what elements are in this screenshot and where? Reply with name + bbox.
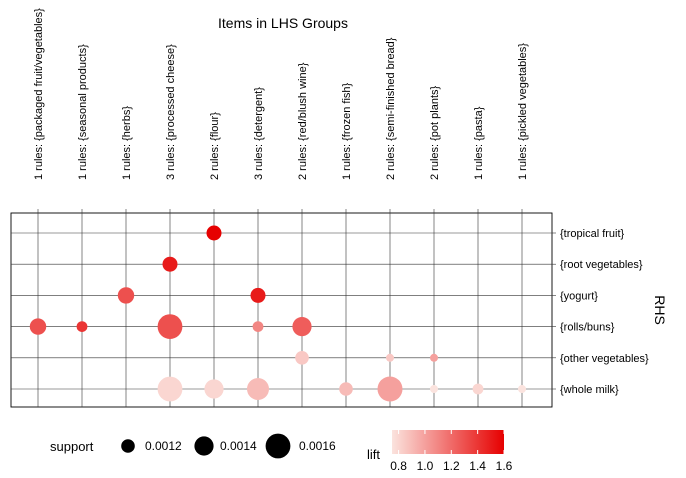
lift-tick-label: 1.2 xyxy=(443,459,460,473)
support-legend-key xyxy=(194,436,214,456)
data-point xyxy=(518,385,526,393)
column-label: 1 rules: {pasta} xyxy=(473,106,485,180)
data-point xyxy=(117,287,135,304)
chart-title: Items in LHS Groups xyxy=(218,15,348,31)
data-point xyxy=(292,317,312,337)
lift-legend-title: lift xyxy=(367,447,380,462)
data-point xyxy=(250,287,266,303)
lift-tick-label: 0.8 xyxy=(390,459,407,473)
column-label: 3 rules: {processed cheese} xyxy=(165,44,177,180)
data-point xyxy=(472,383,484,395)
row-label: {whole milk} xyxy=(560,384,619,396)
column-label: 3 rules: {detergent} xyxy=(253,87,265,180)
column-label: 1 rules: {seasonal products} xyxy=(77,44,89,180)
plot-panel xyxy=(10,212,553,408)
lift-tick-label: 1.6 xyxy=(496,459,513,473)
data-point xyxy=(204,379,224,399)
column-label: 1 rules: {herbs} xyxy=(121,106,133,180)
data-point xyxy=(162,256,178,272)
data-point xyxy=(76,321,88,332)
column-label: 2 rules: {pot plants} xyxy=(429,85,441,180)
column-label: 2 rules: {flour} xyxy=(209,112,221,180)
column-label: 2 rules: {semi-finished bread} xyxy=(385,37,397,180)
data-point xyxy=(430,353,438,362)
support-legend-key xyxy=(265,433,291,459)
data-point xyxy=(157,376,183,402)
row-label: {other vegetables} xyxy=(560,353,649,365)
data-point xyxy=(430,385,438,393)
row-label: {yogurt} xyxy=(560,290,598,302)
column-label: 2 rules: {red/blush wine} xyxy=(297,62,309,180)
data-point xyxy=(157,314,183,339)
lift-tick-label: 1.4 xyxy=(469,459,486,473)
row-label: {tropical fruit} xyxy=(560,228,625,240)
data-point xyxy=(386,353,394,362)
support-legend-label: 0.0014 xyxy=(220,439,257,453)
data-point xyxy=(339,382,353,396)
lift-colorbar xyxy=(392,430,504,454)
data-point xyxy=(252,321,264,332)
row-label: {rolls/buns} xyxy=(560,322,615,334)
row-label: {root vegetables} xyxy=(560,259,643,271)
support-legend-title: support xyxy=(50,439,94,454)
support-legend-key xyxy=(121,439,135,453)
data-point xyxy=(377,376,403,402)
data-point xyxy=(295,351,309,365)
column-label: 1 rules: {pickled vegetables} xyxy=(517,43,529,180)
column-label: 1 rules: {frozen fish} xyxy=(341,82,353,180)
y-axis-label: RHS xyxy=(652,295,668,325)
data-point xyxy=(247,378,269,400)
lift-tick-label: 1.0 xyxy=(417,459,434,473)
support-legend-label: 0.0012 xyxy=(145,439,182,453)
support-legend-label: 0.0016 xyxy=(299,439,336,453)
data-point xyxy=(206,225,222,241)
data-point xyxy=(29,318,47,335)
column-label: 1 rules: {packaged fruit/vegetables} xyxy=(33,8,45,180)
